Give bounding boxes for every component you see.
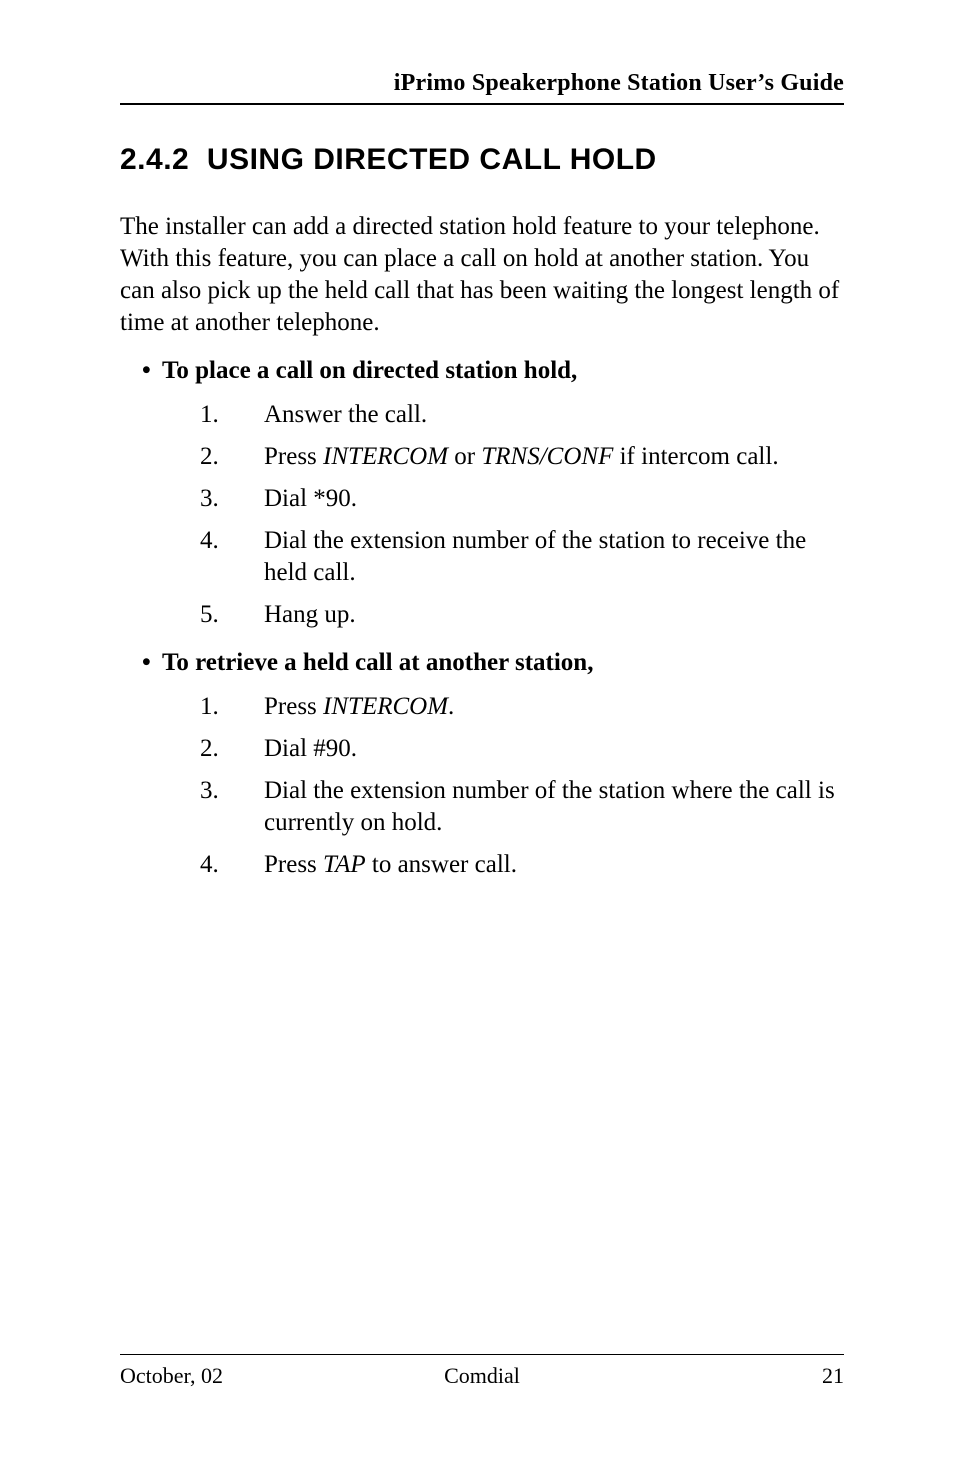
step-list: 1.Press INTERCOM. 2.Dial #90. 3.Dial the… [120,691,844,881]
section-heading-text: USING DIRECTED CALL HOLD [207,143,657,176]
step-text: Dial #90. [264,735,357,762]
step-text: Press [264,851,323,878]
step-number: 4. [232,849,264,881]
step-item: 1.Press INTERCOM. [232,691,844,723]
step-text: Dial *90. [264,485,357,512]
step-text: if intercom call. [613,443,778,470]
page-footer: October, 02 Comdial 21 [120,1354,844,1389]
step-item: 2.Press INTERCOM or TRNS/CONF if interco… [232,441,844,473]
step-number: 1. [232,399,264,431]
step-item: 1.Answer the call. [232,399,844,431]
page: iPrimo Speakerphone Station User’s Guide… [0,0,954,1475]
step-number: 2. [232,441,264,473]
section-title: 2.4.2 USING DIRECTED CALL HOLD [120,143,844,177]
procedure-heading: •To place a call on directed station hol… [120,357,844,385]
step-text: to answer call. [366,851,517,878]
footer-company: Comdial [361,1363,602,1389]
procedure-heading-text: To retrieve a held call at another stati… [162,649,593,676]
command-name: INTERCOM [323,693,448,720]
step-item: 4.Dial the extension number of the stati… [232,525,844,589]
step-item: 2.Dial #90. [232,733,844,765]
bullet-icon: • [142,649,162,677]
header-rule [120,103,844,105]
step-item: 5.Hang up. [232,599,844,631]
step-number: 1. [232,691,264,723]
step-text: Press [264,443,323,470]
command-name: INTERCOM [323,443,448,470]
command-name: TAP [323,851,366,878]
section-number: 2.4.2 [120,143,189,176]
procedure-heading-text: To place a call on directed station hold… [162,357,577,384]
step-item: 3.Dial the extension number of the stati… [232,775,844,839]
page-number: 21 [603,1363,844,1389]
footer-date: October, 02 [120,1363,361,1389]
step-text: Hang up. [264,601,356,628]
intro-paragraph: The installer can add a directed station… [120,211,844,339]
step-text: . [448,693,454,720]
running-header: iPrimo Speakerphone Station User’s Guide [120,70,844,97]
bullet-icon: • [142,357,162,385]
step-item: 4.Press TAP to answer call. [232,849,844,881]
step-text: Dial the extension number of the station… [264,777,835,836]
step-item: 3.Dial *90. [232,483,844,515]
step-list: 1.Answer the call. 2.Press INTERCOM or T… [120,399,844,631]
footer-row: October, 02 Comdial 21 [120,1363,844,1389]
step-text: Answer the call. [264,401,427,428]
step-number: 3. [232,775,264,807]
step-number: 3. [232,483,264,515]
step-text: Dial the extension number of the station… [264,527,806,586]
step-number: 4. [232,525,264,557]
step-number: 2. [232,733,264,765]
command-name: TRNS/CONF [481,443,613,470]
step-text: Press [264,693,323,720]
footer-rule [120,1354,844,1355]
step-number: 5. [232,599,264,631]
procedure-heading: •To retrieve a held call at another stat… [120,649,844,677]
step-text: or [448,443,481,470]
